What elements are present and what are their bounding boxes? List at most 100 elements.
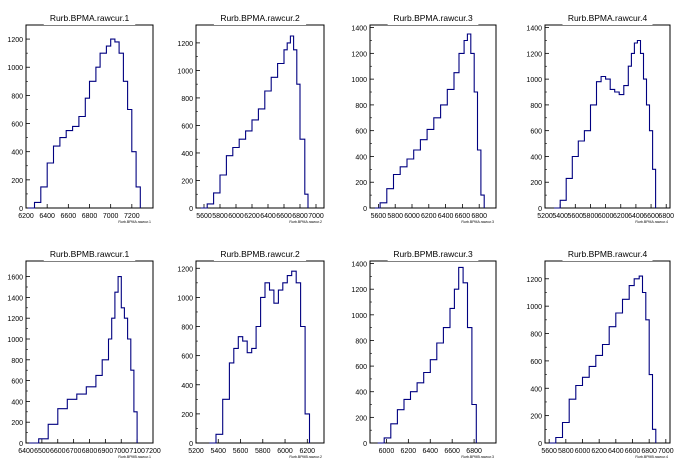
x-tick-label: 5600 [196, 213, 212, 220]
y-tick-label: 800 [11, 93, 23, 100]
y-tick-label: 600 [181, 123, 193, 130]
y-tick-label: 1600 [7, 275, 23, 282]
x-tick-label: 7200 [124, 213, 140, 220]
y-tick-label: 800 [355, 103, 367, 110]
x-tick-label: 6600 [50, 448, 66, 455]
y-tick-label: 600 [530, 129, 542, 136]
plot-frame [25, 24, 154, 209]
x-tick-label: 6200 [401, 448, 417, 455]
x-axis-label: Rurb.BPMA.rawcur.4 [635, 220, 668, 224]
x-tick-label: 6400 [39, 213, 55, 220]
x-tick-label: 6900 [98, 448, 114, 455]
histogram-panel-3: Rurb.BPMA.rawcur.3 0 200 400 600 800 1000 1200 1… [351, 11, 497, 224]
histogram-series [549, 275, 657, 444]
x-tick-label: 6800 [82, 213, 98, 220]
x-axis-label: Rurb.BPMB.rawcur.1 [118, 455, 151, 459]
title-box [43, 11, 136, 25]
x-tick-label: 6000 [228, 213, 244, 220]
y-tick-label: 800 [530, 332, 542, 339]
y-tick-label: 1000 [351, 77, 367, 84]
x-tick-label: 6200 [244, 213, 260, 220]
y-tick-label: 1200 [177, 41, 193, 48]
x-tick-label: 6800 [466, 448, 482, 455]
x-tick-label: 7000 [308, 213, 324, 220]
histogram-panel-1: Rurb.BPMA.rawcur.1 0 200 400 600 800 1000 1200 6… [7, 11, 154, 224]
x-tick-label: 5600 [541, 448, 557, 455]
y-tick-label: 1000 [7, 337, 23, 344]
y-tick-label: 600 [530, 359, 542, 366]
x-tick-label: 7000 [113, 448, 129, 455]
x-tick-label: 6600 [276, 213, 292, 220]
histogram-series [29, 276, 138, 444]
x-tick-label: 6800 [292, 213, 308, 220]
y-tick-label: 1200 [7, 37, 23, 44]
x-tick-label: 6400 [608, 448, 624, 455]
y-tick-label: 200 [11, 420, 23, 427]
chart-title: Rurb.BPMA.rawcur.1 [50, 13, 130, 23]
x-tick-label: 6800 [82, 448, 98, 455]
x-tick-label: 6600 [61, 213, 77, 220]
histogram-series [209, 270, 311, 444]
x-tick-label: 6400 [628, 213, 644, 220]
x-tick-label: 5600 [371, 213, 387, 220]
plot-frame [25, 260, 154, 444]
y-tick-label: 600 [181, 354, 193, 361]
y-tick-label: 0 [538, 441, 542, 448]
plot-frame [544, 24, 671, 209]
y-tick-label: 1000 [7, 65, 23, 72]
x-tick-label: 6000 [598, 213, 614, 220]
x-axis-label: Rurb.BPMB.rawcur.3 [461, 455, 494, 459]
y-tick-label: 400 [11, 150, 23, 157]
histogram-panel-7: Rurb.BPMB.rawcur.3 0 200 400 600 800 1000 1200 1… [351, 247, 497, 459]
histogram-series [377, 266, 477, 444]
y-tick-label: 0 [189, 441, 193, 448]
x-tick-label: 6000 [277, 448, 293, 455]
y-tick-label: 200 [181, 412, 193, 419]
y-tick-label: 1000 [526, 77, 542, 84]
y-tick-label: 1200 [526, 51, 542, 58]
y-tick-label: 1000 [177, 295, 193, 302]
histogram-series [200, 35, 309, 209]
histogram-series [554, 39, 657, 209]
x-tick-label: 6000 [404, 213, 420, 220]
plot-frame [369, 260, 497, 444]
y-tick-label: 400 [530, 386, 542, 393]
y-tick-label: 600 [11, 122, 23, 129]
y-tick-label: 800 [355, 338, 367, 345]
x-tick-label: 6400 [438, 213, 454, 220]
chart-title: Rurb.BPMB.rawcur.1 [50, 249, 130, 259]
y-tick-label: 600 [355, 364, 367, 371]
x-tick-label: 6800 [471, 213, 487, 220]
x-tick-label: 6000 [379, 448, 395, 455]
y-tick-label: 400 [181, 151, 193, 158]
x-tick-label: 6500 [34, 448, 50, 455]
x-axis-label: Rurb.BPMA.rawcur.1 [118, 220, 151, 224]
y-tick-label: 600 [355, 129, 367, 136]
x-tick-label: 7200 [145, 448, 161, 455]
x-tick-label: 5800 [387, 213, 403, 220]
x-tick-label: 6600 [455, 213, 471, 220]
x-axis-label: Rurb.BPMA.rawcur.3 [461, 220, 494, 224]
y-tick-label: 800 [181, 96, 193, 103]
x-tick-label: 6800 [658, 213, 674, 220]
x-tick-label: 5200 [537, 213, 553, 220]
x-tick-label: 6200 [421, 213, 437, 220]
y-tick-label: 200 [355, 415, 367, 422]
x-tick-label: 6200 [18, 213, 34, 220]
y-tick-label: 800 [530, 103, 542, 110]
y-tick-label: 0 [538, 206, 542, 213]
y-tick-label: 1000 [526, 304, 542, 311]
y-tick-label: 800 [11, 358, 23, 365]
title-box [562, 247, 653, 261]
x-axis-label: Rurb.BPMA.rawcur.2 [289, 220, 322, 224]
x-tick-label: 6400 [18, 448, 34, 455]
y-tick-label: 1200 [7, 316, 23, 323]
x-tick-label: 5200 [188, 448, 204, 455]
x-tick-label: 6200 [613, 213, 629, 220]
title-box [213, 247, 307, 261]
y-tick-label: 1000 [177, 68, 193, 75]
y-tick-label: 200 [355, 180, 367, 187]
histogram-series [28, 38, 141, 209]
x-tick-label: 6200 [591, 448, 607, 455]
